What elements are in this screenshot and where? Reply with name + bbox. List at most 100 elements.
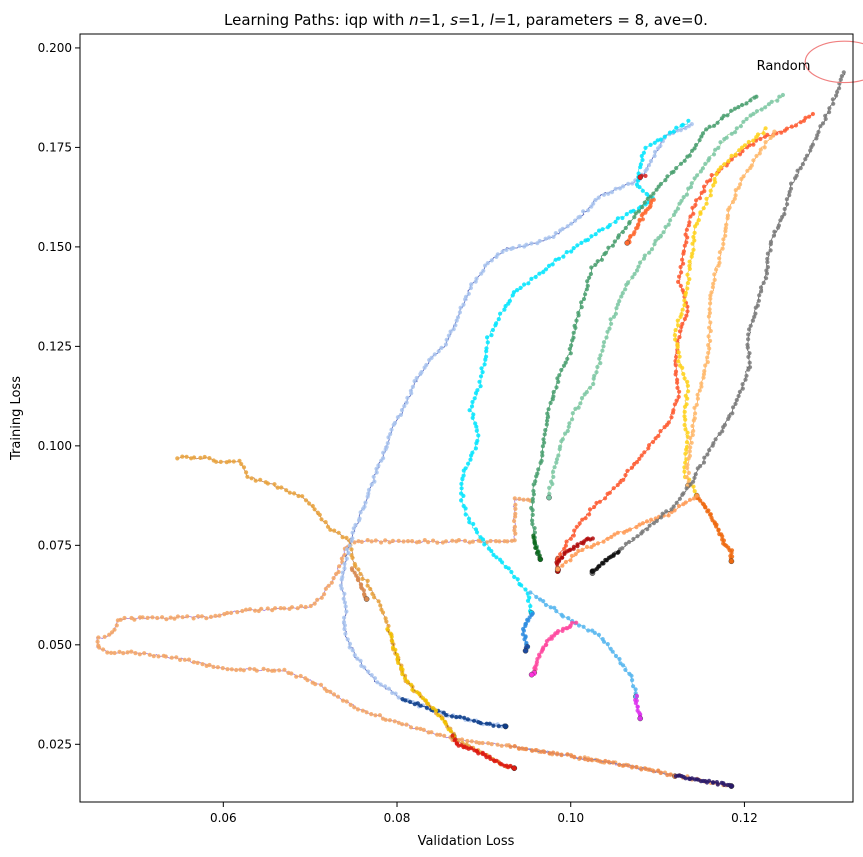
path-marker-17 <box>562 551 567 557</box>
path-marker-19 <box>691 428 696 434</box>
path-marker-18 <box>683 451 688 456</box>
path-marker-2 <box>390 690 395 696</box>
path-marker-16 <box>673 363 678 368</box>
path-marker-2 <box>593 197 598 203</box>
path-marker-0 <box>121 651 126 656</box>
learning-path-5 <box>450 733 518 771</box>
path-marker-18 <box>676 350 681 355</box>
path-marker-21 <box>676 503 682 509</box>
path-marker-0 <box>172 616 177 621</box>
path-marker-15 <box>689 181 694 186</box>
path-marker-8 <box>529 276 534 281</box>
path-marker-6 <box>572 754 577 760</box>
path-marker-15 <box>554 457 560 462</box>
path-marker-22 <box>746 332 751 337</box>
path-marker-0 <box>195 660 200 666</box>
path-marker-15 <box>613 311 619 316</box>
path-marker-16 <box>762 134 768 139</box>
path-marker-16 <box>642 450 647 455</box>
path-marker-1 <box>296 493 301 499</box>
path-marker-0 <box>315 597 320 602</box>
path-marker-13 <box>544 422 549 427</box>
path-marker-22 <box>733 401 738 406</box>
path-marker-0 <box>169 655 174 660</box>
path-marker-6 <box>533 748 538 753</box>
path-marker-16 <box>810 111 816 117</box>
path-marker-22 <box>764 271 770 276</box>
path-marker-11 <box>534 594 539 600</box>
path-marker-22 <box>736 393 741 399</box>
path-marker-0 <box>509 538 514 543</box>
path-marker-0 <box>379 540 384 545</box>
path-marker-2 <box>350 530 355 535</box>
path-marker-13 <box>651 191 656 196</box>
path-marker-15 <box>684 192 690 197</box>
path-marker-8 <box>674 125 679 130</box>
path-marker-22 <box>660 511 665 516</box>
path-marker-8 <box>556 256 562 261</box>
path-marker-2 <box>340 570 345 575</box>
path-marker-15 <box>598 361 603 366</box>
path-marker-0 <box>125 650 130 655</box>
path-marker-19 <box>695 392 700 397</box>
path-marker-22 <box>772 229 777 234</box>
path-marker-16 <box>798 120 803 125</box>
path-marker-18 <box>683 427 688 432</box>
path-marker-22 <box>731 405 736 410</box>
path-marker-8 <box>655 138 660 143</box>
path-marker-6 <box>539 749 544 754</box>
path-marker-18 <box>682 303 687 308</box>
path-marker-2 <box>358 510 363 515</box>
path-marker-13 <box>567 346 572 352</box>
path-marker-0 <box>254 668 259 673</box>
path-marker-2 <box>626 181 631 186</box>
path-marker-15 <box>620 291 625 296</box>
path-marker-6 <box>659 770 664 775</box>
path-marker-4 <box>423 698 428 703</box>
path-end-marker-28 <box>528 671 535 678</box>
path-marker-0 <box>322 592 327 597</box>
path-marker-2 <box>389 427 394 432</box>
path-marker-22 <box>765 260 770 265</box>
path-marker-8 <box>467 408 472 413</box>
path-marker-0 <box>272 668 277 673</box>
path-marker-16 <box>681 251 686 256</box>
path-marker-22 <box>795 168 800 173</box>
path-marker-8 <box>605 225 611 230</box>
path-marker-18 <box>692 230 697 235</box>
path-marker-19 <box>707 325 712 330</box>
path-marker-0 <box>222 612 227 617</box>
path-marker-15 <box>598 353 603 358</box>
path-marker-13 <box>744 101 749 106</box>
path-marker-8 <box>523 587 528 592</box>
path-marker-0 <box>112 627 117 632</box>
learning-path-7 <box>673 773 735 789</box>
path-marker-0 <box>185 614 190 619</box>
path-marker-22 <box>627 539 632 545</box>
path-marker-15 <box>703 161 708 166</box>
path-marker-15 <box>647 250 652 255</box>
path-marker-0 <box>229 667 234 672</box>
path-marker-19 <box>708 293 713 298</box>
path-marker-0 <box>287 606 292 612</box>
path-marker-8 <box>467 520 472 525</box>
path-marker-0 <box>344 699 349 704</box>
path-marker-15 <box>552 465 557 470</box>
path-marker-19 <box>711 281 716 286</box>
path-marker-0 <box>247 666 252 671</box>
path-marker-19 <box>739 176 744 182</box>
path-marker-13 <box>589 265 594 270</box>
path-marker-13 <box>632 215 637 220</box>
path-marker-22 <box>713 437 718 442</box>
path-marker-2 <box>412 379 417 384</box>
path-marker-8 <box>511 290 516 295</box>
path-marker-22 <box>744 373 749 378</box>
path-marker-2 <box>351 526 356 531</box>
title-n-val: =1, <box>419 11 451 29</box>
path-marker-0 <box>486 741 491 746</box>
path-marker-8 <box>474 441 479 446</box>
path-marker-16 <box>646 446 651 451</box>
path-marker-17 <box>560 555 565 560</box>
path-marker-22 <box>834 93 839 98</box>
path-marker-0 <box>109 650 114 656</box>
